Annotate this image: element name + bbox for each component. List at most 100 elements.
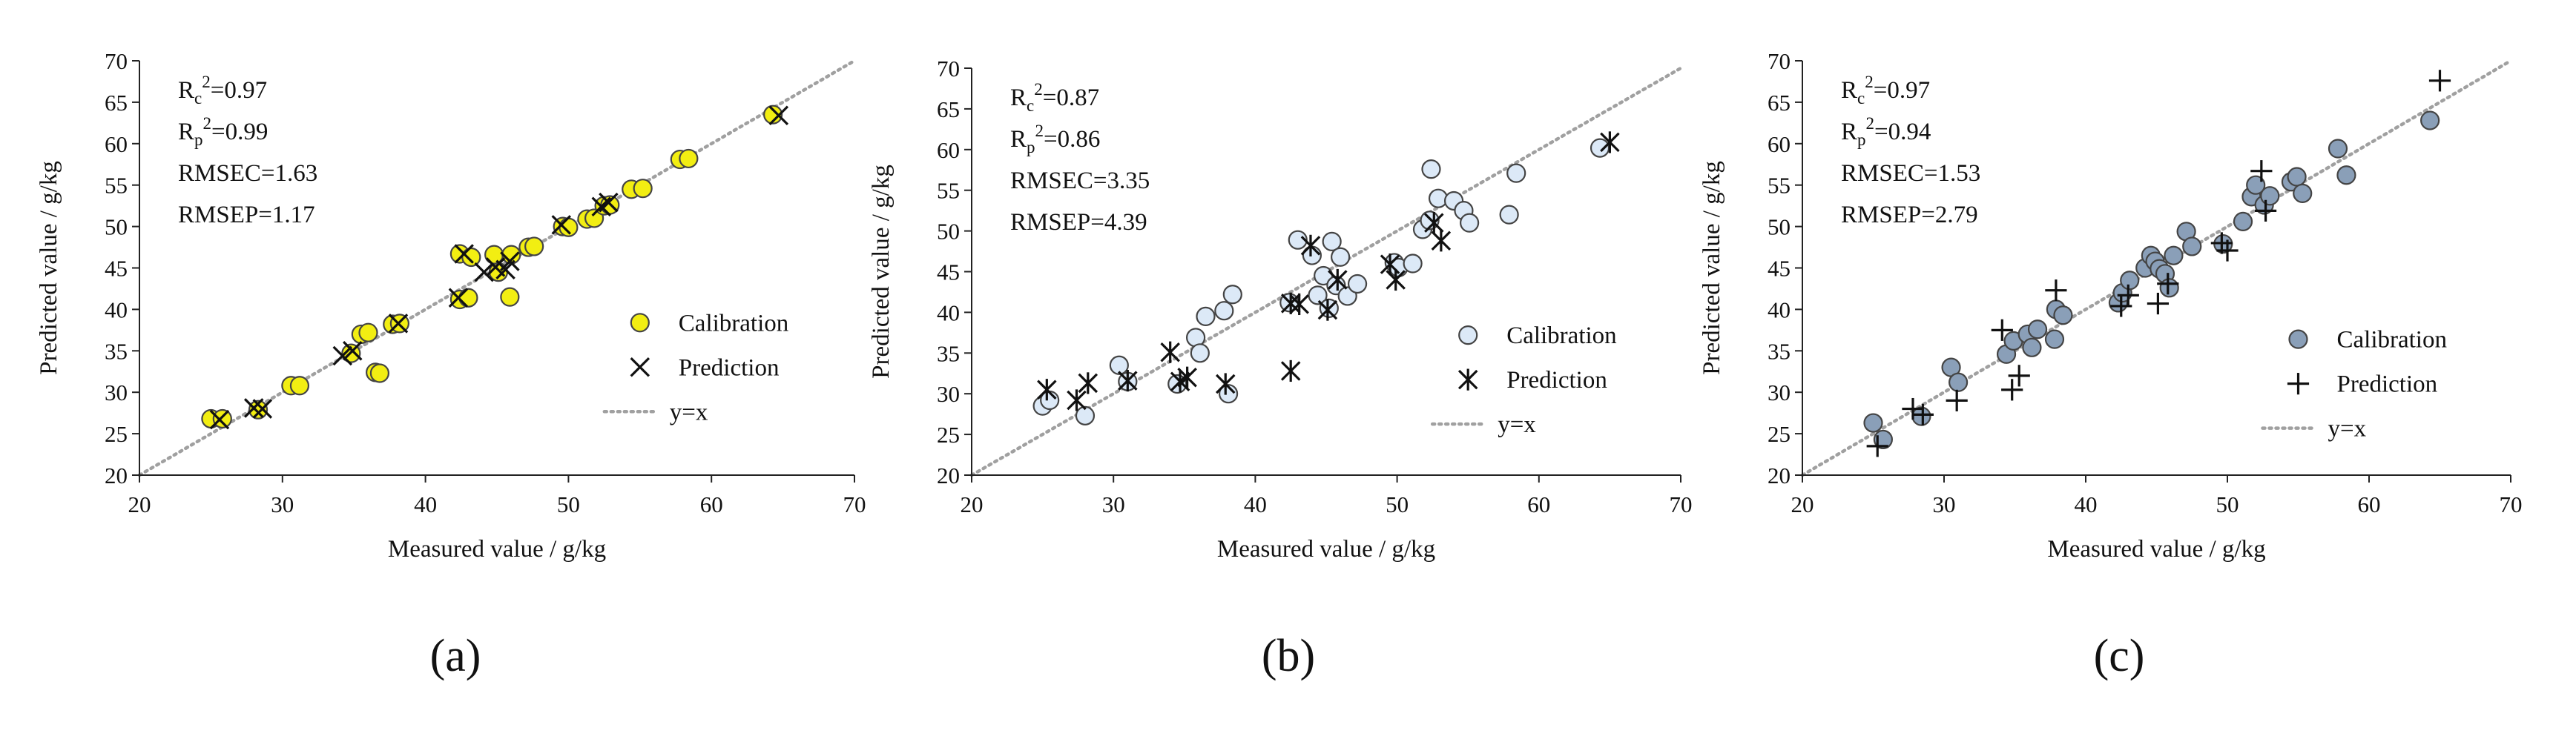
legend-marker-prediction xyxy=(1457,368,1478,391)
calibration-point xyxy=(2287,167,2307,187)
calibration-point xyxy=(1075,405,1096,425)
calibration-point xyxy=(1506,163,1526,183)
legend-marker-calibration xyxy=(630,313,650,333)
calibration-point xyxy=(289,376,310,396)
prediction-point xyxy=(448,288,469,308)
y-tick-label: 40 xyxy=(937,299,960,325)
legend-label: Calibration xyxy=(1506,322,1616,349)
y-tick-label: 30 xyxy=(937,381,960,407)
calibration-point xyxy=(2022,337,2042,357)
prediction-point xyxy=(1317,299,1338,321)
calibration-point xyxy=(2159,278,2179,298)
stat-text: RMSEP=2.79 xyxy=(1841,202,1978,228)
calibration-point xyxy=(1911,406,1931,426)
legend-label: Calibration xyxy=(2337,327,2447,354)
legend: Calibration Prediction y=x xyxy=(2261,327,2447,443)
x-tick-label: 20 xyxy=(961,491,984,517)
calibration-point xyxy=(248,400,269,420)
prediction-point xyxy=(1289,293,1309,316)
prediction-point xyxy=(2147,292,2170,315)
calibration-point xyxy=(2027,319,2048,339)
prediction-point xyxy=(454,244,474,264)
calibration-point xyxy=(2233,211,2253,231)
calibration-point xyxy=(2044,329,2065,349)
legend-label: y=x xyxy=(1498,411,1536,438)
x-tick-label: 50 xyxy=(1386,491,1409,517)
calibration-point xyxy=(584,208,605,228)
prediction-point xyxy=(1078,372,1098,394)
calibration-point xyxy=(1214,301,1234,321)
y-tick-label: 35 xyxy=(937,340,960,366)
x-tick-label: 60 xyxy=(700,491,723,517)
x-tick-label: 70 xyxy=(1670,491,1693,517)
x-tick-label: 50 xyxy=(2216,491,2239,517)
stat-text: Rp2=0.86 xyxy=(1010,122,1100,156)
prediction-point xyxy=(1600,131,1620,153)
calibration-point xyxy=(369,363,390,383)
prediction-point xyxy=(252,399,273,419)
prediction-point xyxy=(1160,341,1180,363)
stat-text: Rc2=0.97 xyxy=(1841,73,1930,107)
calibration-point xyxy=(763,105,783,125)
series-prediction xyxy=(1866,70,2451,457)
prediction-point xyxy=(1300,234,1321,256)
calibration-point xyxy=(1222,285,1242,305)
legend: Calibration Prediction y=x xyxy=(1430,322,1617,438)
y-tick-label: 60 xyxy=(105,131,128,157)
chart-panel-c: 20 25 30 35 40 45 50 55 60 65 70 20 30 40 50 60 70 Measur… xyxy=(1699,48,2523,563)
calibration-point xyxy=(1347,274,1368,294)
x-tick-label: 50 xyxy=(557,491,580,517)
y-tick-label: 50 xyxy=(1768,214,1791,240)
x-tick-label: 70 xyxy=(2500,491,2523,517)
y-tick-label: 55 xyxy=(937,178,960,204)
prediction-point xyxy=(551,215,572,235)
y-tick-label: 45 xyxy=(1768,256,1791,282)
y-tick-label: 55 xyxy=(105,173,128,199)
calibration-point xyxy=(2120,271,2140,291)
calibration-point xyxy=(2053,305,2073,325)
prediction-point xyxy=(209,409,230,430)
prediction-point xyxy=(1118,370,1138,392)
prediction-point xyxy=(2254,199,2277,222)
prediction-point xyxy=(2045,279,2067,302)
y-tick-label: 25 xyxy=(1768,421,1791,447)
calibration-point xyxy=(1863,413,1883,433)
prediction-point xyxy=(1386,268,1406,291)
x-tick-label: 40 xyxy=(414,491,437,517)
prediction-point xyxy=(1067,389,1087,411)
prediction-point xyxy=(1911,403,1934,425)
x-tick-label: 40 xyxy=(1244,491,1267,517)
stat-text: RMSEC=1.63 xyxy=(178,160,317,187)
y-tick-label: 55 xyxy=(1768,173,1791,199)
prediction-point xyxy=(2157,273,2179,295)
calibration-point xyxy=(1331,247,1351,267)
x-tick-label: 30 xyxy=(1933,491,1956,517)
calibration-point xyxy=(2328,139,2348,159)
y-tick-label: 35 xyxy=(1768,338,1791,364)
y-tick-label: 45 xyxy=(105,256,128,282)
calibration-point xyxy=(461,247,481,268)
prediction-point xyxy=(1431,230,1452,252)
prediction-point xyxy=(2001,379,2023,401)
x-tick-label: 70 xyxy=(843,491,866,517)
y-tick-label: 50 xyxy=(105,214,128,240)
calibration-point xyxy=(2293,183,2313,203)
prediction-point xyxy=(2216,239,2239,262)
prediction-point xyxy=(1177,366,1197,388)
calibration-point xyxy=(1288,230,1308,250)
prediction-point xyxy=(599,192,619,213)
calibration-point xyxy=(2182,236,2202,256)
legend-marker-calibration xyxy=(2288,329,2308,349)
calibration-point xyxy=(679,148,699,169)
prediction-point xyxy=(2250,160,2273,182)
stat-text: Rc2=0.97 xyxy=(178,73,267,107)
x-axis-label: Measured value / g/kg xyxy=(1217,536,1435,563)
legend-label: Prediction xyxy=(2337,371,2438,398)
prediction-point xyxy=(1037,379,1057,401)
y-tick-label: 65 xyxy=(105,90,128,116)
prediction-point xyxy=(500,251,520,271)
y-tick-label: 20 xyxy=(937,463,960,488)
calibration-point xyxy=(2420,110,2440,130)
